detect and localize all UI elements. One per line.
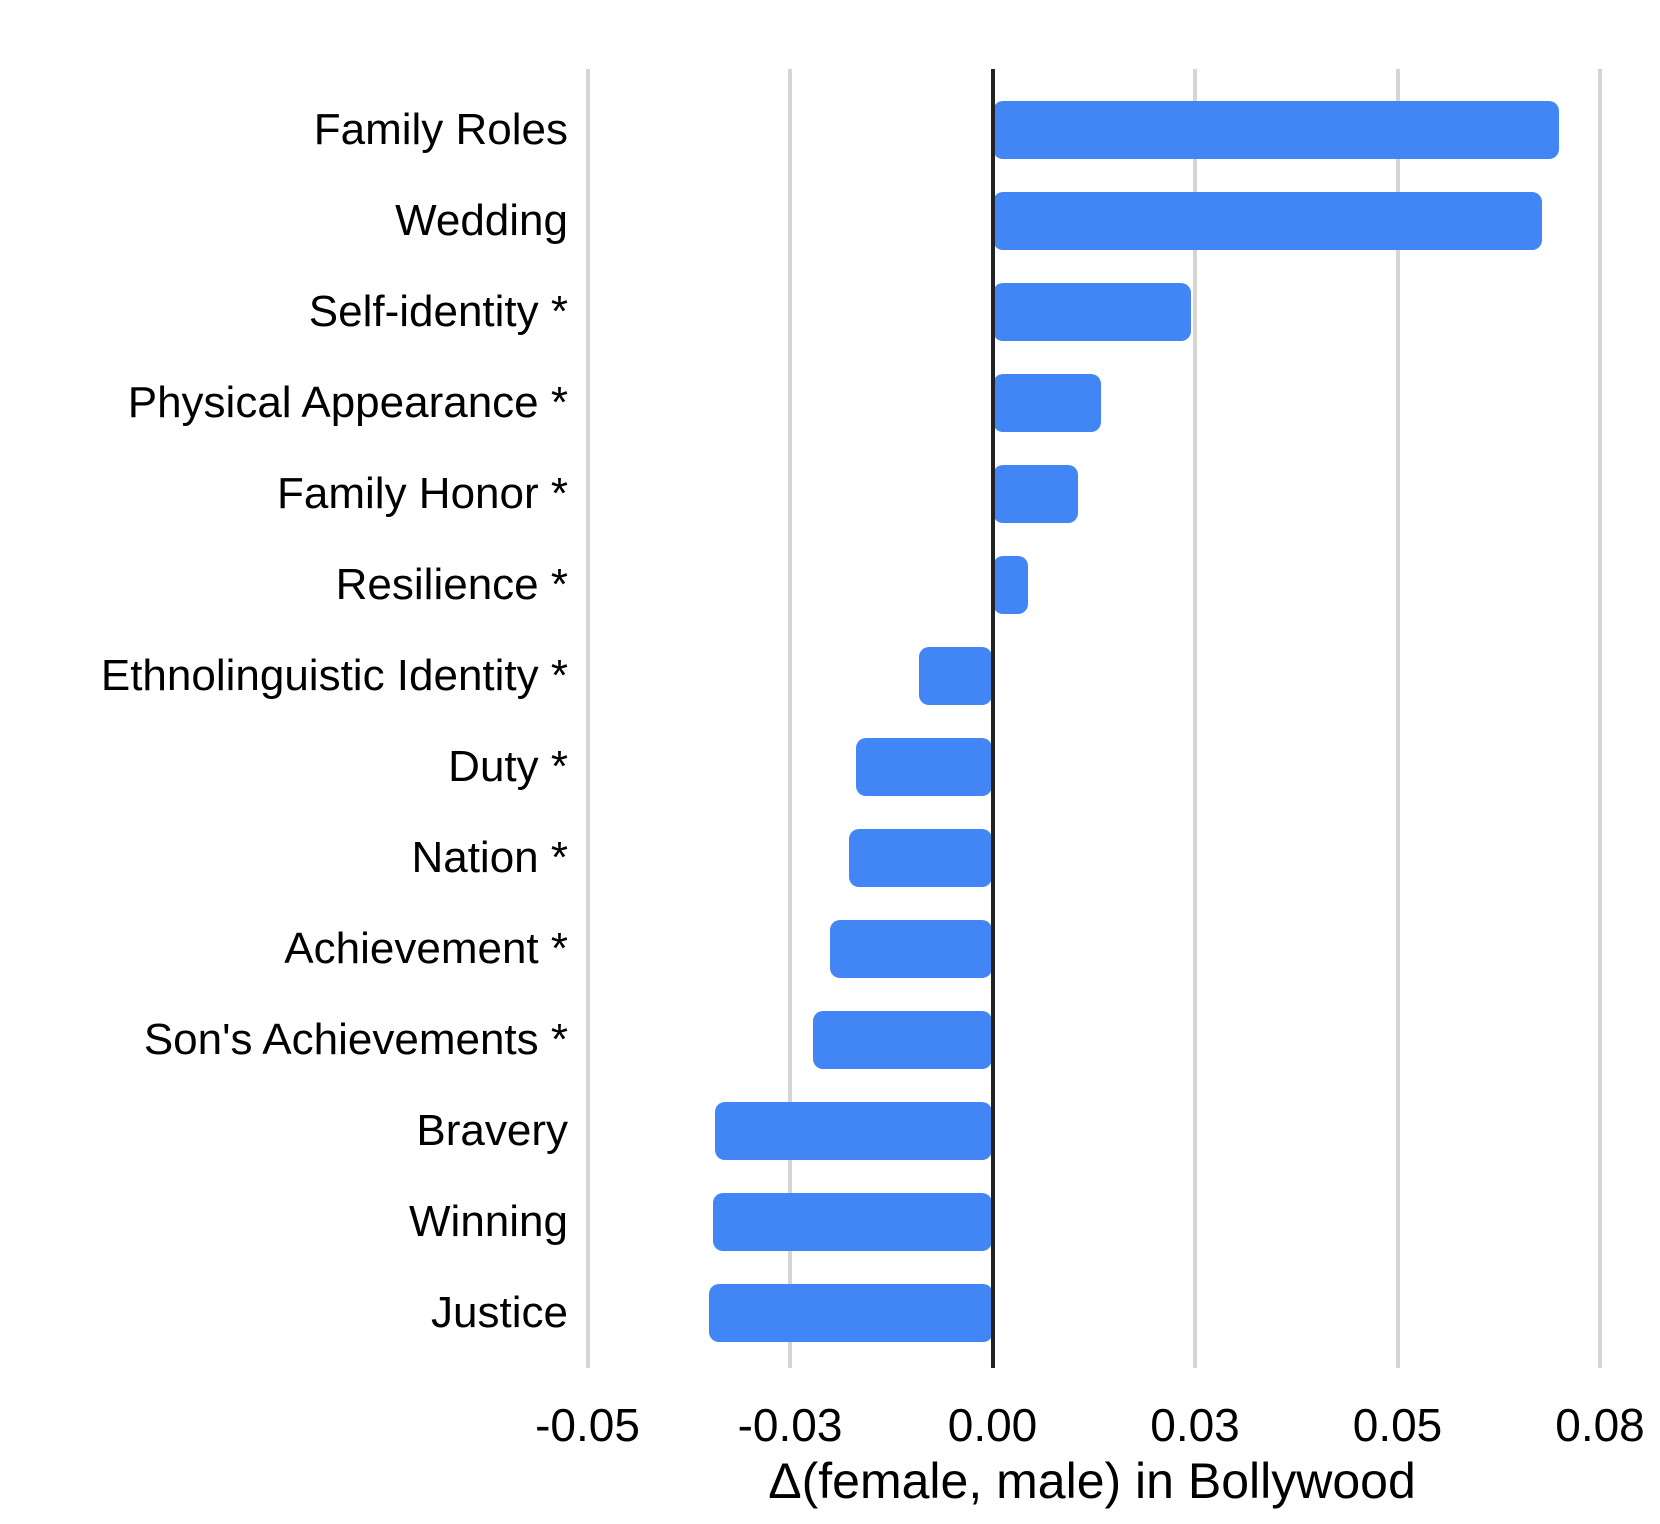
bar — [918, 647, 993, 705]
bar — [813, 1011, 993, 1069]
category-label: Son's Achievements * — [143, 1015, 568, 1064]
bar — [992, 101, 1559, 159]
x-tick-label: 0.08 — [1555, 1399, 1645, 1451]
x-tick-label: 0.05 — [1352, 1399, 1443, 1451]
bar — [709, 1284, 993, 1342]
bar — [714, 1102, 993, 1160]
category-label: Physical Appearance * — [127, 378, 568, 427]
bar — [992, 283, 1191, 341]
gridline — [1193, 69, 1197, 1368]
x-tick-label: 0.03 — [1150, 1399, 1240, 1451]
category-label: Family Roles — [313, 105, 568, 154]
x-tick-label: -0.05 — [535, 1399, 640, 1451]
category-label: Justice — [431, 1288, 568, 1337]
gridline — [788, 69, 792, 1368]
category-label: Resilience * — [335, 560, 568, 609]
bar — [849, 829, 993, 887]
gridline — [1598, 69, 1602, 1368]
bar — [856, 738, 993, 796]
zero-axis-line — [990, 69, 995, 1368]
bar — [992, 374, 1102, 432]
category-label: Ethnolinguistic Identity * — [100, 651, 568, 700]
category-label: Wedding — [395, 196, 568, 245]
category-label: Achievement * — [284, 924, 568, 973]
category-label: Winning — [409, 1197, 568, 1246]
x-tick-label: 0.00 — [947, 1399, 1038, 1451]
bar — [992, 192, 1543, 250]
category-label: Nation * — [411, 833, 568, 882]
gridline — [585, 69, 590, 1368]
category-label: Family Honor * — [277, 469, 568, 518]
category-label: Duty * — [448, 742, 568, 791]
bar — [829, 920, 993, 978]
category-label: Bravery — [416, 1106, 568, 1155]
bar — [992, 465, 1078, 523]
bar — [992, 556, 1029, 614]
bar — [713, 1193, 993, 1251]
category-label: Self-identity * — [308, 287, 568, 336]
x-tick-label: -0.03 — [737, 1399, 843, 1451]
gridline — [1395, 69, 1400, 1368]
x-axis-title: Δ(female, male) in Bollywood — [768, 1453, 1416, 1509]
